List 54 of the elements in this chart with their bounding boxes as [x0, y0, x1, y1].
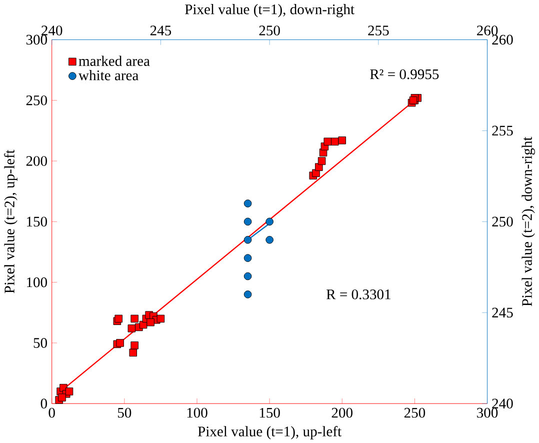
annotation: R = 0.3301 [326, 289, 390, 300]
y-tick-label: 200 [26, 156, 47, 166]
y-tick-label: 100 [26, 277, 47, 287]
point [338, 136, 346, 144]
x-tick-label: 300 [477, 408, 498, 418]
annotation: R² = 0.9955 [370, 69, 439, 80]
y2-tick-label: 245 [492, 308, 513, 318]
y-tick-label: 300 [26, 34, 47, 44]
x-tick-label: 50 [118, 408, 132, 418]
x-tick-label: 200 [332, 408, 352, 418]
point [146, 318, 154, 326]
x2-tick-label: 240 [42, 25, 62, 36]
point [129, 348, 138, 356]
point [156, 314, 165, 322]
point [266, 236, 274, 244]
y-tick-label: 50 [34, 338, 47, 348]
y2-tick-label: 260 [492, 34, 513, 44]
x-tick-label: 150 [260, 408, 280, 418]
point [318, 156, 326, 165]
y2-tick-label: 250 [492, 216, 513, 226]
point [244, 272, 252, 280]
point [65, 387, 74, 396]
x2-tick-label: 255 [368, 25, 389, 36]
y-tick-label: 0 [40, 398, 47, 408]
legend-label: marked area [78, 56, 150, 66]
point [266, 218, 274, 226]
point [244, 236, 252, 244]
point [114, 314, 122, 322]
point [130, 341, 138, 350]
point [128, 324, 136, 332]
point [244, 254, 252, 262]
y-axis-title: Pixel value (t=2), up-left [4, 150, 18, 294]
y2-tick-label: 240 [492, 398, 513, 408]
point [244, 218, 252, 226]
y-tick-label: 150 [26, 216, 47, 226]
x-tick-label: 0 [48, 408, 55, 418]
y2-axis-title: Pixel value (t=2), down-right [522, 136, 535, 306]
y-tick-label: 250 [26, 95, 47, 106]
point [330, 138, 339, 146]
y2-tick-label: 255 [492, 126, 513, 136]
point [130, 314, 138, 322]
x2-tick-label: 245 [150, 25, 172, 36]
point [58, 393, 66, 402]
x2-axis-title: Pixel value (t=1), down-right [185, 4, 354, 18]
x-axis-title: Pixel value (t=1), up-left [198, 426, 342, 440]
point [244, 199, 252, 208]
point [324, 138, 332, 146]
x2-tick-label: 260 [477, 25, 498, 36]
x-tick-label: 100 [187, 408, 208, 418]
point [244, 290, 252, 298]
legend-label: white area [78, 70, 138, 80]
x-tick-label: 250 [404, 408, 426, 418]
point [116, 338, 124, 347]
x2-tick-label: 250 [259, 25, 280, 36]
